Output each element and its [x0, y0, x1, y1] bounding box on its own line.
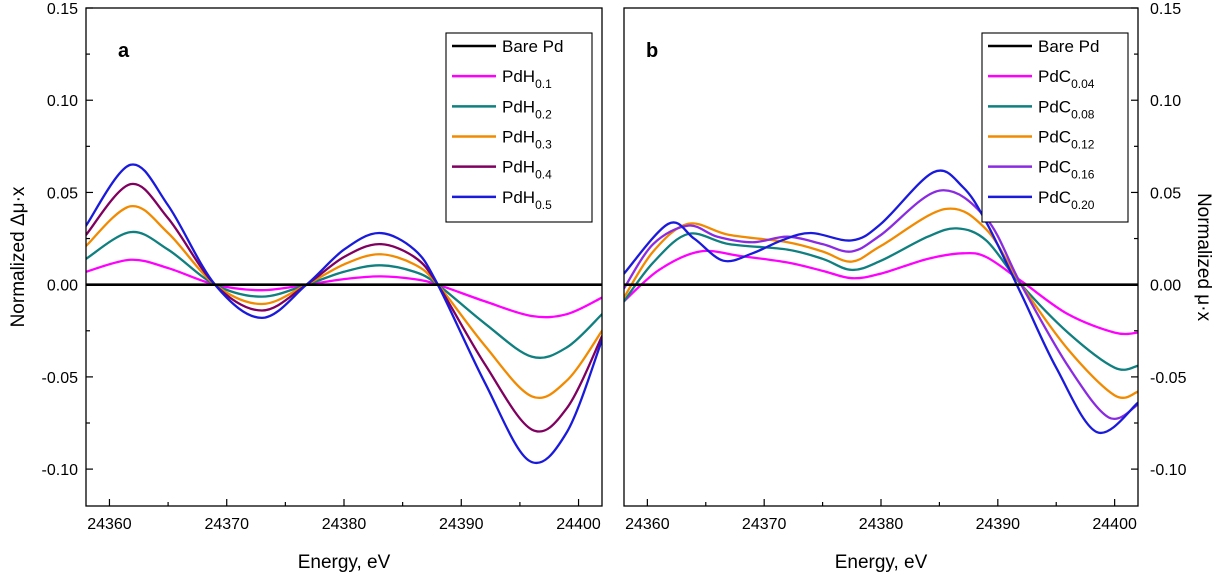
y-tick-label: -0.05: [42, 370, 79, 387]
series-lines: [86, 163, 602, 464]
legend-label: PdC0.16: [1038, 158, 1095, 182]
legend-label: PdH0.1: [502, 67, 552, 91]
x-tick-label: 24400: [1092, 516, 1137, 533]
panel-letter: a: [118, 40, 130, 62]
legend-label: PdH0.3: [502, 128, 552, 152]
y-tick-label: 0.05: [47, 185, 78, 202]
x-tick-label: 24390: [976, 516, 1021, 533]
series-lines: [624, 169, 1138, 434]
x-axis-label: Energy, eV: [835, 552, 928, 573]
series-line-pdc0-16: [624, 189, 1138, 421]
x-tick-label: 24380: [859, 516, 904, 533]
y-tick-label: 0.05: [1150, 185, 1181, 202]
y-tick-label: 0.00: [47, 278, 78, 295]
y-tick-label: -0.10: [42, 462, 79, 479]
legend: Bare Pd PdH0.1 PdH0.2 PdH0.3 PdH0.4 PdH0.5: [445, 32, 593, 223]
series-line-pdh0-2: [86, 230, 602, 359]
y-tick-label: 0.10: [47, 93, 78, 110]
legend-label: PdC0.08: [1038, 97, 1095, 121]
panel-b: 24360 24370 24380 24390 24400 -0.10 -0.05 0.00 0…: [623, 1, 1214, 573]
x-tick-label: 24360: [625, 516, 670, 533]
y-axis-label: Normalized μ·x: [1193, 193, 1214, 322]
legend-label: Bare Pd: [502, 37, 563, 56]
legend-label: PdH0.4: [502, 158, 552, 182]
series-line-pdh0-3: [86, 205, 602, 399]
legend: Bare Pd PdC0.04 PdC0.08 PdC0.12 PdC0.16 PdC0.…: [981, 32, 1129, 223]
x-tick-label: 24400: [556, 516, 601, 533]
y-tick-label: 0.00: [1150, 278, 1181, 295]
x-tick-label: 24370: [204, 516, 249, 533]
y-tick-label: -0.05: [1150, 370, 1187, 387]
series-line-pdc0-12: [624, 207, 1138, 399]
y-tick-label: 0.10: [1150, 93, 1181, 110]
legend-box: [981, 32, 1129, 223]
legend-label: PdC0.04: [1038, 67, 1095, 91]
y-axis-label: Normalized Δμ·x: [8, 186, 29, 327]
x-axis-label: Energy, eV: [298, 552, 391, 573]
x-tick-label: 24360: [87, 516, 132, 533]
series-line-pdc0-08: [624, 227, 1138, 371]
x-tick-label: 24390: [439, 516, 484, 533]
legend-label: PdH0.2: [502, 97, 552, 121]
series-line-pdc0-20: [624, 169, 1138, 434]
y-tick-label: 0.15: [47, 1, 78, 18]
series-line-pdh0-5: [86, 163, 602, 464]
y-tick-label: 0.15: [1150, 1, 1181, 18]
panel-letter: b: [646, 40, 658, 62]
y-tick-label: -0.10: [1150, 462, 1187, 479]
legend-label: PdC0.20: [1038, 188, 1095, 212]
series-line-pdh0-4: [86, 182, 602, 433]
legend-label: PdC0.12: [1038, 128, 1095, 152]
legend-label: PdH0.5: [502, 188, 552, 212]
panel-a: 24360 24370 24380 24390 24400 -0.10 -0.05 0.00 0…: [8, 1, 603, 573]
legend-box: [445, 32, 593, 223]
x-tick-label: 24370: [742, 516, 787, 533]
series-line-pdh0-1: [86, 258, 602, 319]
x-tick-label: 24380: [322, 516, 367, 533]
series-line-pdc0-04: [624, 249, 1138, 336]
legend-label: Bare Pd: [1038, 37, 1099, 56]
